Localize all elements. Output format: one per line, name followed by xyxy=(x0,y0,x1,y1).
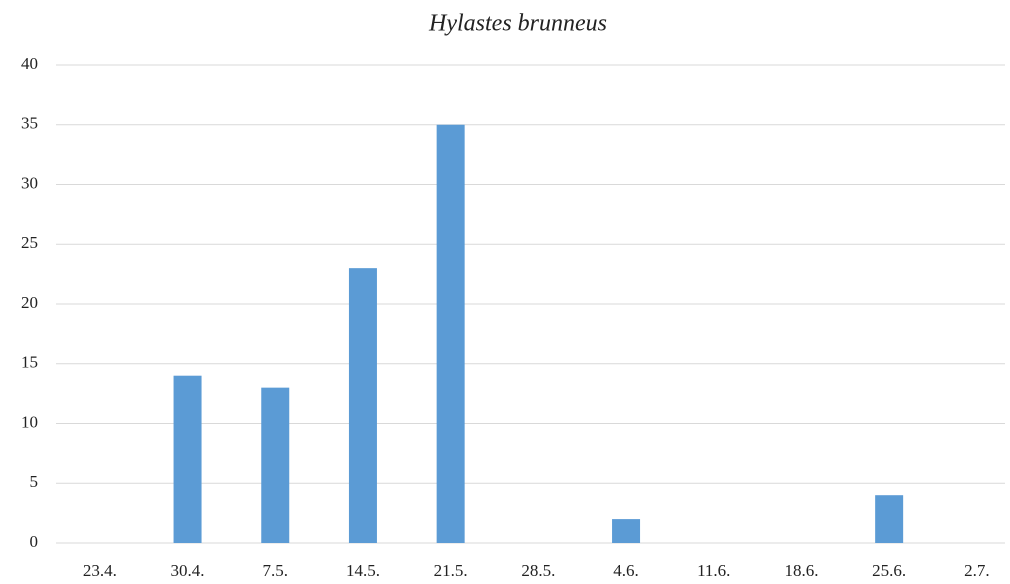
x-tick-label: 18.6. xyxy=(784,561,818,580)
bar xyxy=(173,375,202,543)
x-tick-label: 2.7. xyxy=(964,561,990,580)
x-tick-label: 25.6. xyxy=(872,561,906,580)
bar xyxy=(612,519,641,543)
y-tick-label: 0 xyxy=(30,532,39,551)
y-tick-label: 40 xyxy=(21,54,38,73)
y-tick-label: 20 xyxy=(21,293,38,312)
bar xyxy=(261,387,290,543)
y-tick-label: 35 xyxy=(21,114,38,133)
chart-title: Hylastes brunneus xyxy=(428,11,607,37)
x-tick-label: 11.6. xyxy=(697,561,730,580)
bar xyxy=(348,268,377,543)
y-tick-label: 25 xyxy=(21,233,38,252)
x-tick-label: 21.5. xyxy=(434,561,468,580)
x-tick-label: 4.6. xyxy=(613,561,639,580)
x-tick-label: 30.4. xyxy=(171,561,205,580)
x-tick-label: 28.5. xyxy=(521,561,555,580)
x-tick-label: 7.5. xyxy=(263,561,289,580)
y-tick-label: 5 xyxy=(30,472,39,491)
bar xyxy=(436,124,465,543)
bar xyxy=(875,495,904,543)
x-tick-label: 23.4. xyxy=(83,561,117,580)
x-tick-label: 14.5. xyxy=(346,561,380,580)
y-tick-label: 30 xyxy=(21,173,38,192)
y-tick-label: 15 xyxy=(21,353,38,372)
y-tick-label: 10 xyxy=(21,412,38,431)
